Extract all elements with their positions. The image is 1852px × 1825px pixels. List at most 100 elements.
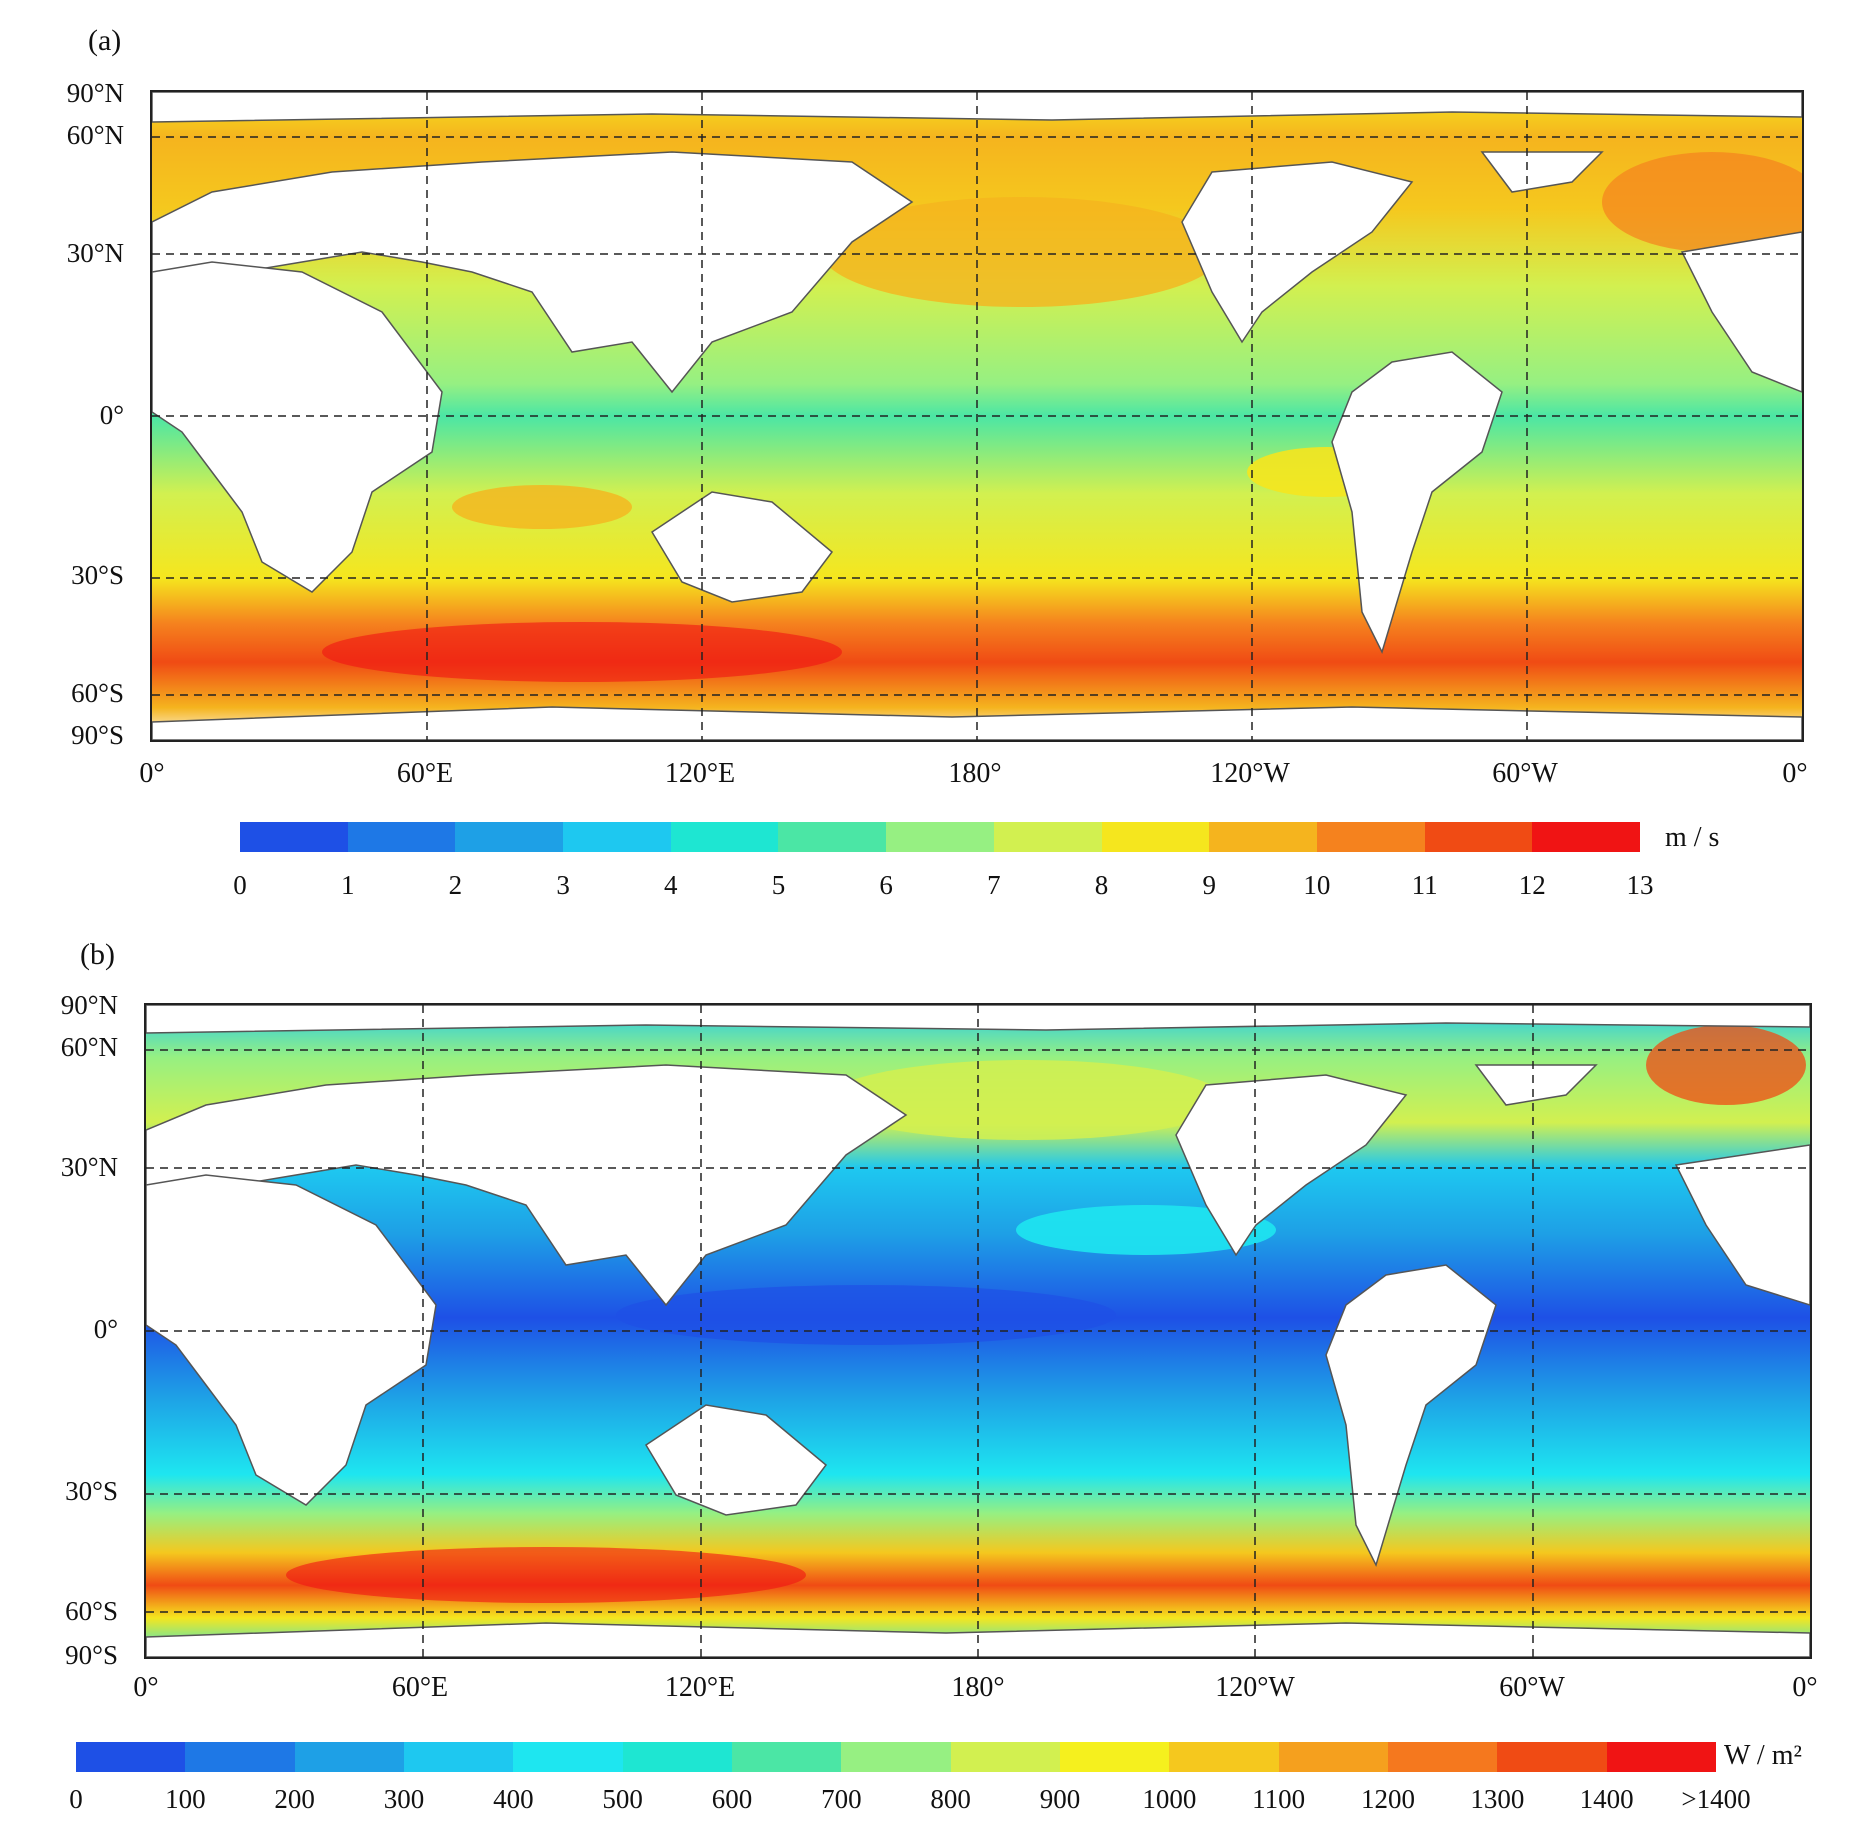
colorbar-segment xyxy=(993,822,1102,852)
colorbar-segment xyxy=(185,1742,295,1772)
colorbar-segment xyxy=(731,1742,842,1772)
colorbar-tick-label: 1300 xyxy=(1470,1784,1525,1814)
lon-label-b-0-end: 0° xyxy=(1792,1672,1818,1703)
colorbar-tick-label: 900 xyxy=(1039,1784,1081,1814)
hotspot-b-southern-ocean xyxy=(286,1547,806,1603)
wave-power-map xyxy=(144,1003,1812,1659)
colorbar-tick-label: 100 xyxy=(165,1784,206,1814)
colorbar-tick-label: 6 xyxy=(879,870,893,900)
lon-label-a-180: 180° xyxy=(948,758,1002,789)
lat-label-a-60n: 60°N xyxy=(66,120,124,150)
colorbar-segment xyxy=(1497,1742,1607,1772)
hotspot-b-equator xyxy=(616,1285,1116,1345)
lon-label-a-60e: 60°E xyxy=(396,758,454,789)
lat-label-a-90s: 90°S xyxy=(71,720,124,750)
colorbar-segment xyxy=(1059,1742,1170,1772)
hotspot-a-indian-ocean xyxy=(452,485,632,529)
hotspot-a-north-pacific xyxy=(822,197,1222,307)
lon-label-b-120e: 120°E xyxy=(664,1672,736,1703)
lat-label-a-90n: 90°N xyxy=(66,78,124,108)
panel-label-a: (a) xyxy=(88,24,122,57)
colorbar-tick-label: 0 xyxy=(69,1784,83,1814)
colorbar-tick-label: 300 xyxy=(383,1784,425,1814)
colorbar-tick-label: 8 xyxy=(1094,870,1109,900)
colorbar-segment xyxy=(1532,822,1640,852)
colorbar-tick-label: 11 xyxy=(1411,870,1438,900)
hotspot-b-north-atlantic xyxy=(1646,1025,1806,1105)
colorbar-segment xyxy=(670,822,779,852)
graticule-b xyxy=(146,1005,1810,1657)
colorbar-tick-label: 1100 xyxy=(1252,1784,1306,1814)
lat-label-b-90s: 90°S xyxy=(65,1640,118,1670)
colorbar-tick-label: 1000 xyxy=(1142,1784,1197,1814)
lon-label-a-0-end: 0° xyxy=(1782,758,1808,789)
colorbar-tick-label: 1 xyxy=(340,870,355,900)
lon-label-b-180: 180° xyxy=(951,1672,1005,1703)
colorbar-a xyxy=(240,822,1640,852)
colorbar-tick-label: 500 xyxy=(602,1784,643,1814)
colorbar-tick-label: 5 xyxy=(771,870,786,900)
colorbar-segment xyxy=(886,822,994,852)
lon-label-a-60w: 60°W xyxy=(1492,758,1558,789)
panel-label-b: (b) xyxy=(80,938,115,971)
lat-label-b-90n: 90°N xyxy=(60,990,118,1020)
colorbar-segment xyxy=(778,822,887,852)
colorbar-tick-label: 600 xyxy=(711,1784,753,1814)
colorbar-segment xyxy=(513,1742,623,1772)
lat-label-b-60n: 60°N xyxy=(60,1032,118,1062)
land-masses-a xyxy=(152,92,1802,740)
lat-label-a-60s: 60°S xyxy=(71,678,124,708)
colorbar-tick-label: 13 xyxy=(1626,870,1654,900)
colorbar-segment xyxy=(622,1742,732,1772)
colorbar-tick-label: 3 xyxy=(556,870,570,900)
colorbar-segment xyxy=(1387,1742,1498,1772)
colorbar-segment xyxy=(841,1742,951,1772)
hotspot-b-north-pacific xyxy=(826,1060,1226,1140)
hotspot-a-southern-ocean xyxy=(322,622,842,682)
colorbar-segment xyxy=(1606,1742,1716,1772)
lat-label-b-30n: 30°N xyxy=(60,1152,118,1182)
colorbar-tick-label: 1400 xyxy=(1579,1784,1634,1814)
lat-label-a-eq: 0° xyxy=(99,400,124,430)
colorbar-segment xyxy=(1169,1742,1279,1772)
colorbar-segment xyxy=(1101,822,1210,852)
wind-speed-map xyxy=(150,90,1804,742)
lat-label-b-eq: 0° xyxy=(93,1314,118,1344)
colorbar-tick-label: 0 xyxy=(233,870,247,900)
colorbar-tick-label: 4 xyxy=(664,870,678,900)
lon-label-b-60w: 60°W xyxy=(1499,1672,1565,1703)
colorbar-segment xyxy=(563,822,671,852)
colorbar-tick-label: 1200 xyxy=(1361,1784,1415,1814)
colorbar-segment xyxy=(294,1742,404,1772)
lat-label-a-30n: 30°N xyxy=(66,238,124,268)
colorbar-segment xyxy=(76,1742,186,1772)
colorbar-tick-label: 700 xyxy=(821,1784,862,1814)
colorbar-segment xyxy=(1316,822,1425,852)
colorbar-tick-label: 200 xyxy=(274,1784,315,1814)
colorbar-segment xyxy=(455,822,564,852)
colorbar-tick-label: 12 xyxy=(1518,870,1546,900)
land-masses-b xyxy=(146,1005,1810,1657)
lon-label-a-120e: 120°E xyxy=(664,758,736,789)
lat-label-a-30s: 30°S xyxy=(71,560,124,590)
hotspot-a-north-atlantic xyxy=(1602,152,1802,252)
lon-label-b-60e: 60°E xyxy=(391,1672,449,1703)
colorbar-tick-label: >1400 xyxy=(1681,1784,1751,1814)
lon-label-a-0: 0° xyxy=(139,758,165,789)
colorbar-tick-label: 7 xyxy=(987,870,1001,900)
colorbar-b xyxy=(76,1742,1716,1772)
colorbar-segment xyxy=(1424,822,1533,852)
colorbar-segment xyxy=(950,1742,1060,1772)
hotspot-b-north-pacific-trade xyxy=(1016,1205,1276,1255)
colorbar-segment xyxy=(240,822,348,852)
lat-label-b-60s: 60°S xyxy=(65,1596,118,1626)
graticule-a xyxy=(152,92,1802,740)
colorbar-tick-label: 9 xyxy=(1202,870,1216,900)
colorbar-tick-label: 800 xyxy=(930,1784,971,1814)
lon-label-b-120w: 120°W xyxy=(1215,1672,1295,1703)
colorbar-segment xyxy=(403,1742,514,1772)
colorbar-tick-label: 10 xyxy=(1303,870,1331,900)
colorbar-a-unit: m / s xyxy=(1665,822,1720,853)
lat-label-b-30s: 30°S xyxy=(65,1476,118,1506)
colorbar-segment xyxy=(1209,822,1317,852)
